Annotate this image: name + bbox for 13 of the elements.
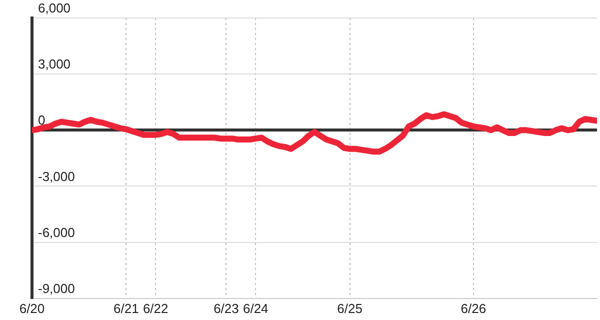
x-tick-label: 6/20 <box>19 300 45 316</box>
x-tick-label: 6/25 <box>337 300 362 316</box>
x-tick-label: 6/26 <box>460 300 486 316</box>
x-tick-label: 6/23 <box>214 300 239 316</box>
y-tick-label: -3,000 <box>38 168 75 184</box>
y-tick-label: 0 <box>38 112 46 128</box>
y-tick-label: -6,000 <box>38 224 75 240</box>
x-tick-label: 6/24 <box>242 300 268 316</box>
y-tick-label: 3,000 <box>38 56 71 72</box>
x-tick-label: 6/21 <box>114 300 139 316</box>
y-tick-label: -9,000 <box>38 280 75 296</box>
y-tick-label: 6,000 <box>38 0 71 16</box>
x-tick-label: 6/22 <box>142 300 168 316</box>
